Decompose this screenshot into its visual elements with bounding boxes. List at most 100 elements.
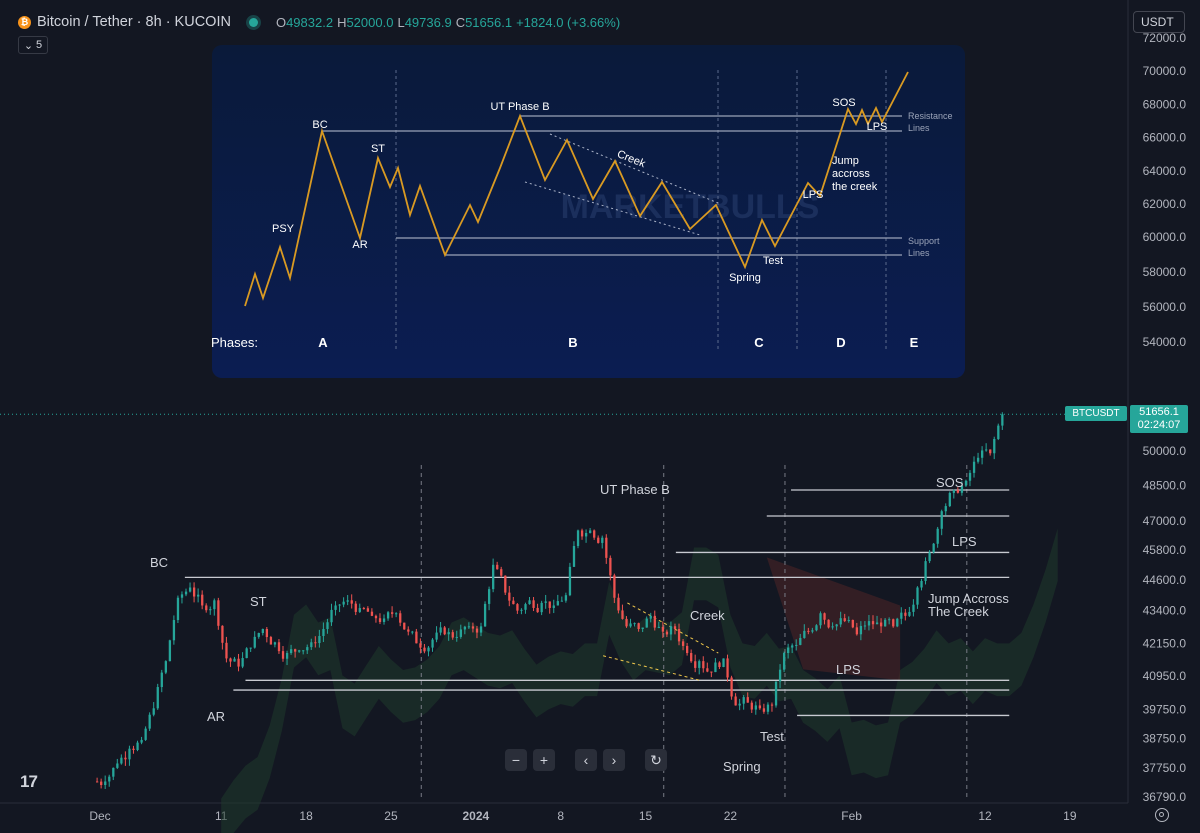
inset-watermark: MARKETBULLS	[561, 188, 820, 226]
open-value: 49832.2	[286, 14, 334, 30]
candle-body	[172, 620, 176, 641]
candle-body	[188, 587, 192, 592]
candle-body	[985, 449, 988, 451]
candle-body	[512, 600, 515, 605]
y-tick-label: 45800.0	[1143, 543, 1187, 557]
candle-body	[233, 658, 236, 662]
candle-body	[241, 658, 244, 667]
candle-body	[504, 575, 507, 593]
y-tick-label: 44600.0	[1143, 573, 1187, 587]
candle-body	[787, 647, 790, 654]
candle-body	[940, 511, 943, 529]
candle-body	[548, 601, 551, 608]
candle-body	[156, 687, 159, 709]
candle-body	[746, 697, 749, 703]
candle-body	[467, 626, 471, 628]
inset-label: Test	[763, 255, 783, 267]
y-tick-label: 47000.0	[1143, 514, 1187, 528]
y-tick-label: 37750.0	[1143, 761, 1187, 775]
scroll-right-button[interactable]: ›	[603, 749, 625, 771]
candle-body	[871, 621, 875, 625]
x-tick-label: Dec	[89, 809, 110, 823]
candle-body	[867, 621, 871, 626]
candle-body	[322, 628, 325, 637]
candle-body	[257, 633, 260, 637]
candle-body	[362, 608, 366, 610]
candle-body	[294, 649, 297, 652]
candle-body	[892, 619, 895, 627]
y-tick-label: 68000.0	[1143, 97, 1187, 111]
candle-body	[370, 611, 374, 616]
candle-body	[879, 622, 883, 627]
candle-body	[201, 594, 204, 606]
candle-body	[750, 702, 753, 710]
candle-body	[390, 612, 394, 614]
candle-body	[427, 647, 430, 652]
inset-label: BC	[312, 119, 327, 131]
candle-body	[948, 492, 951, 507]
candle-body	[273, 642, 277, 645]
candle-body	[734, 696, 737, 706]
bar-countdown: 02:24:07	[1137, 419, 1181, 431]
y-tick-label: 58000.0	[1143, 265, 1187, 279]
x-tick-label: Feb	[841, 809, 862, 823]
candle-body	[617, 597, 620, 611]
settings-icon[interactable]	[1155, 808, 1169, 822]
indicators-toggle-button[interactable]: ⌄ 5	[18, 36, 48, 54]
candle-body	[285, 653, 289, 659]
y-tick-label: 38750.0	[1143, 731, 1187, 745]
candle-body	[815, 625, 818, 631]
candle-body	[952, 490, 956, 493]
candle-body	[690, 653, 693, 662]
candle-body	[281, 651, 285, 659]
symbol-title[interactable]: Bitcoin / Tether · 8h · KUCOIN	[37, 14, 231, 30]
zoom-in-button[interactable]: +	[533, 749, 555, 771]
candle-body	[451, 632, 454, 638]
candle-body	[358, 608, 361, 612]
candle-body	[714, 662, 717, 673]
candle-body	[774, 681, 778, 706]
candle-body	[459, 629, 462, 637]
candle-body	[718, 662, 721, 668]
y-tick-label: 40950.0	[1143, 669, 1187, 683]
candle-body	[160, 672, 163, 688]
candle-body	[516, 604, 519, 611]
y-tick-label: 36790.0	[1143, 790, 1187, 804]
y-tick-label: 64000.0	[1143, 164, 1187, 178]
candle-body	[140, 739, 143, 743]
candle-body	[419, 643, 422, 648]
candle-body	[597, 537, 600, 543]
candle-body	[722, 658, 725, 668]
zoom-out-button[interactable]: −	[505, 749, 527, 771]
candle-body	[807, 630, 810, 632]
y-tick-label: 66000.0	[1143, 131, 1187, 145]
candle-body	[326, 622, 329, 629]
candle-body	[730, 677, 733, 697]
candle-body	[795, 644, 798, 646]
candle-body	[124, 757, 127, 760]
chart-annotation: ST	[250, 594, 267, 609]
candle-body	[593, 530, 596, 538]
reset-chart-button[interactable]: ↻	[645, 749, 667, 771]
scroll-left-button[interactable]: ‹	[575, 749, 597, 771]
ticker-tag: BTCUSDT	[1065, 406, 1127, 421]
inset-label: AR	[352, 239, 367, 251]
candle-body	[269, 637, 273, 645]
candle-body	[726, 658, 729, 678]
candle-body	[843, 618, 846, 622]
currency-button[interactable]: USDT	[1133, 11, 1185, 33]
y-tick-label: 72000.0	[1143, 31, 1187, 45]
candle-body	[423, 647, 426, 652]
candle-body	[916, 587, 919, 605]
candle-body	[128, 748, 131, 760]
candle-body	[665, 631, 669, 635]
candle-body	[261, 628, 264, 634]
y-tick-label: 42150.0	[1143, 637, 1187, 651]
chart-annotation: LPS	[836, 662, 861, 677]
candle-body	[560, 600, 564, 602]
candle-body	[447, 632, 450, 635]
candle-body	[475, 628, 479, 633]
candle-body	[152, 708, 155, 715]
candle-body	[609, 557, 612, 576]
